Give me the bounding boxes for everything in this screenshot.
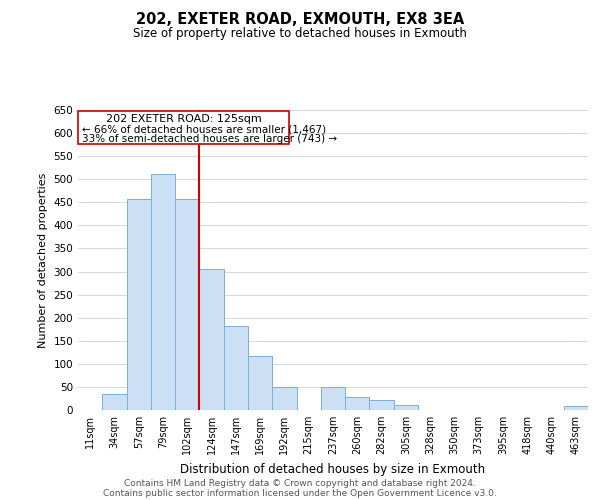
Bar [127,198,151,410]
Bar [394,406,418,410]
Text: Contains public sector information licensed under the Open Government Licence v3: Contains public sector information licen… [103,488,497,498]
Y-axis label: Number of detached properties: Number of detached properties [38,172,48,348]
Bar [248,356,272,410]
Bar [151,174,175,410]
Text: 202 EXETER ROAD: 125sqm: 202 EXETER ROAD: 125sqm [106,114,262,124]
Text: 202, EXETER ROAD, EXMOUTH, EX8 3EA: 202, EXETER ROAD, EXMOUTH, EX8 3EA [136,12,464,28]
Bar [175,199,199,410]
Bar [564,406,588,410]
Bar [199,269,224,410]
Bar [272,387,296,410]
Text: Size of property relative to detached houses in Exmouth: Size of property relative to detached ho… [133,28,467,40]
Text: ← 66% of detached houses are smaller (1,467): ← 66% of detached houses are smaller (1,… [82,124,326,134]
Text: 33% of semi-detached houses are larger (743) →: 33% of semi-detached houses are larger (… [82,134,337,143]
Bar [321,387,345,410]
X-axis label: Distribution of detached houses by size in Exmouth: Distribution of detached houses by size … [181,462,485,475]
Bar [345,397,370,410]
Bar [224,326,248,410]
FancyBboxPatch shape [78,111,289,144]
Text: Contains HM Land Registry data © Crown copyright and database right 2024.: Contains HM Land Registry data © Crown c… [124,478,476,488]
Bar [370,400,394,410]
Bar [102,394,127,410]
